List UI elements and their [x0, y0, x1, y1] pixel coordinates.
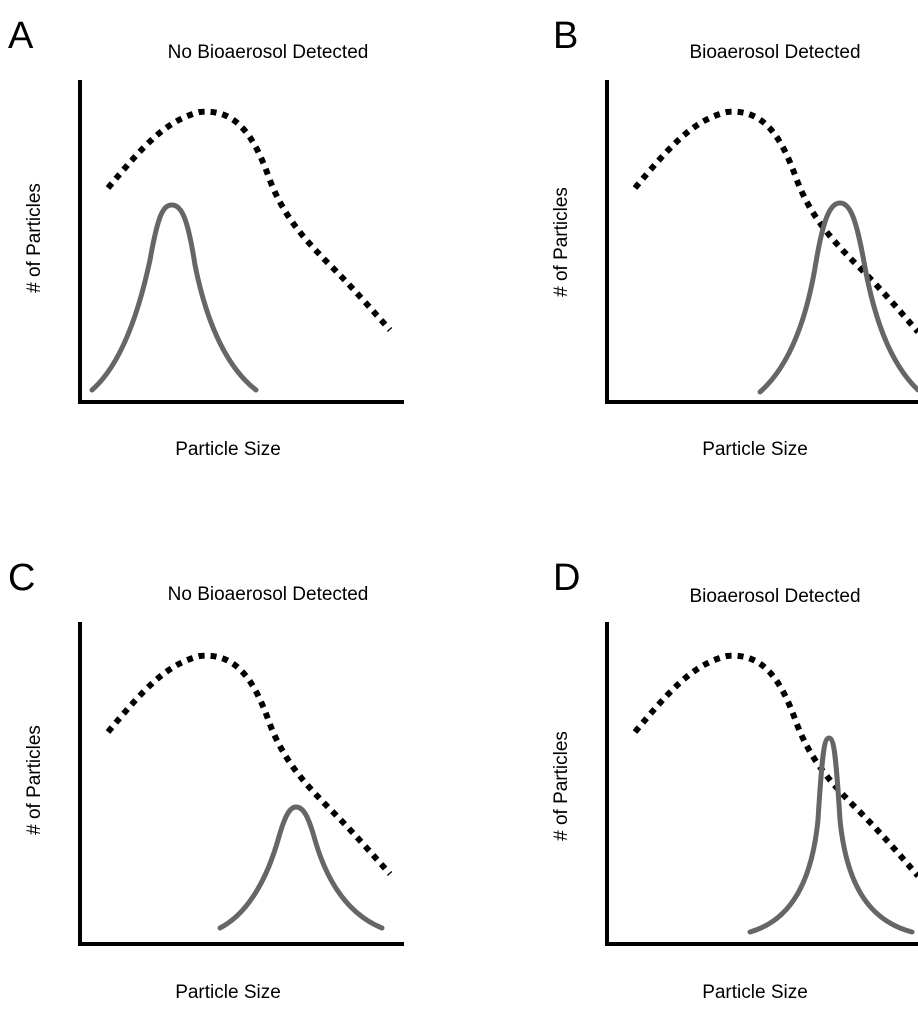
solid-curve: [217, 804, 385, 931]
dotted-curve: [105, 652, 393, 877]
panel-letter: A: [8, 15, 34, 57]
y-axis-label: # of Particles: [551, 187, 572, 297]
panel-d: D Bioaerosol Detected Particle Size # of…: [551, 557, 918, 1003]
x-axis-label: Particle Size: [175, 982, 281, 1003]
dotted-curve: [105, 108, 393, 333]
solid-curve: [757, 200, 918, 395]
axes: [78, 80, 404, 404]
panel-c: C No Bioaerosol Detected Particle Size #…: [8, 557, 404, 1003]
y-axis-label: # of Particles: [24, 725, 45, 835]
panel-letter: D: [553, 557, 580, 599]
dotted-curve: [632, 652, 918, 878]
y-axis-label: # of Particles: [551, 731, 572, 841]
x-axis-label: Particle Size: [702, 982, 808, 1003]
panel-a: A No Bioaerosol Detected Particle Size #…: [8, 15, 404, 460]
axes: [605, 622, 918, 946]
x-axis-label: Particle Size: [702, 439, 808, 460]
panel-title: Bioaerosol Detected: [689, 586, 860, 607]
panel-title: No Bioaerosol Detected: [168, 42, 369, 63]
solid-curve: [747, 735, 915, 935]
axes: [78, 622, 404, 946]
panel-title: No Bioaerosol Detected: [168, 584, 369, 605]
panel-letter: C: [8, 557, 35, 599]
x-axis-label: Particle Size: [175, 439, 281, 460]
dotted-curve: [632, 108, 918, 334]
panel-b: B Bioaerosol Detected Particle Size # of…: [551, 15, 918, 460]
solid-curve: [89, 202, 259, 393]
axes: [605, 80, 918, 404]
panel-letter: B: [553, 15, 578, 57]
panel-title: Bioaerosol Detected: [689, 42, 860, 63]
y-axis-label: # of Particles: [24, 183, 45, 293]
